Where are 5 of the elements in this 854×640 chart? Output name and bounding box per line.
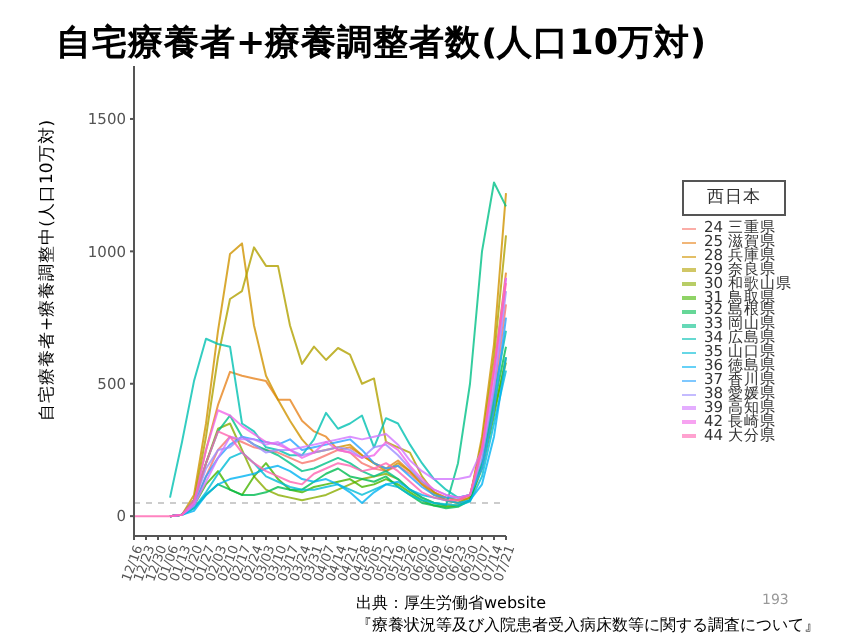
y-axis-title: 自宅療養者+療養調整中(人口10万対) — [36, 119, 59, 421]
source-note: 出典：厚生労働省website — [356, 592, 546, 614]
legend-title: 西日本 — [682, 180, 786, 216]
text: 『療養状況等及び入院患者受入病床数等に関する調査について』 — [356, 614, 820, 636]
chart-title: 自宅療養者+療養調整者数(人口10万対) — [56, 21, 707, 66]
